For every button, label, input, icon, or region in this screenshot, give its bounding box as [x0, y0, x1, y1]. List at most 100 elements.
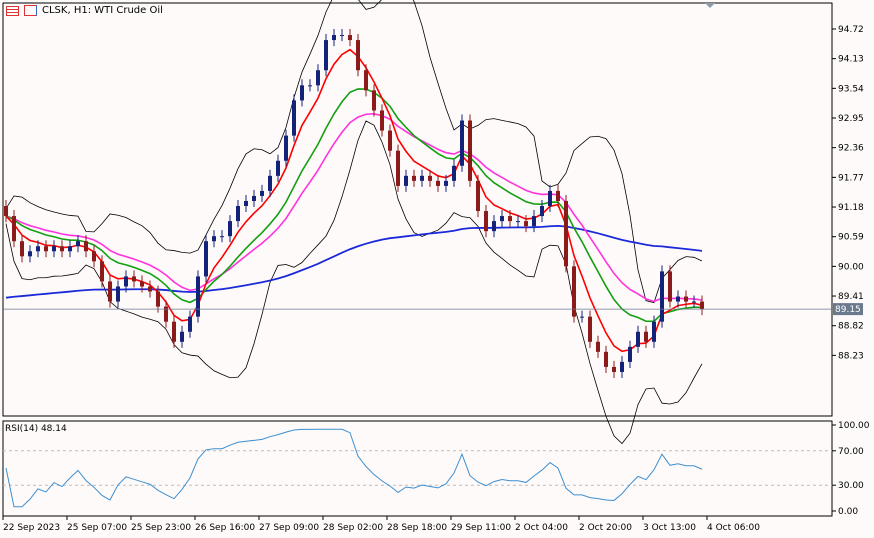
candle-bull	[532, 216, 536, 227]
candle-bull	[124, 276, 128, 287]
current-price-label: 89.15	[835, 305, 861, 315]
y-tick-label: 92.95	[838, 114, 864, 124]
rsi-y-tick-label: 30.00	[838, 481, 864, 491]
candle-bear	[100, 261, 104, 282]
candle-bull	[628, 346, 632, 362]
current-price-badge	[833, 303, 863, 316]
candle-bull	[196, 276, 200, 317]
x-tick-label: 28 Sep 18:00	[387, 523, 447, 533]
candle-bear	[364, 70, 368, 91]
candle-bull	[460, 120, 464, 166]
candle-bear	[436, 180, 440, 186]
candle-bear	[596, 341, 600, 352]
ma-magenta-line	[5, 113, 703, 303]
candle-bull	[188, 316, 192, 332]
candle-bear	[700, 301, 704, 310]
candle-bear	[92, 251, 96, 262]
candle-bull	[404, 175, 408, 186]
candle-bull	[252, 195, 256, 201]
candle-bull	[204, 241, 208, 277]
candle-bear	[476, 180, 480, 212]
candle-bull	[636, 331, 640, 347]
candle-bear	[60, 246, 64, 252]
x-tick-label: 2 Oct 04:00	[515, 523, 568, 533]
candle-bull	[284, 135, 288, 161]
x-tick-label: 4 Oct 06:00	[707, 523, 760, 533]
candle-bull	[516, 221, 520, 223]
candle-bull	[244, 200, 248, 207]
candle-bear	[612, 366, 616, 372]
rsi-y-tick-label: 0.00	[838, 507, 858, 517]
candle-bull	[180, 331, 184, 342]
candle-bull	[116, 286, 120, 302]
candle-bear	[572, 266, 576, 317]
list-icon[interactable]	[6, 5, 19, 16]
candle-bear	[372, 90, 376, 111]
shift-marker-icon	[705, 3, 715, 8]
candle-bear	[132, 276, 136, 282]
main-plot-frame	[2, 2, 833, 417]
rsi-y-tick-label: 70.00	[838, 447, 864, 457]
candle-bull	[540, 206, 544, 217]
y-tick-label: 94.72	[838, 25, 864, 35]
y-tick-label: 88.82	[838, 322, 864, 332]
candle-bull	[76, 241, 80, 247]
x-tick-label: 28 Sep 02:00	[323, 523, 383, 533]
chart-header: CLSK, H1: WTI Crude Oil	[6, 5, 163, 16]
y-tick-label: 88.23	[838, 351, 864, 361]
candle-bear	[524, 221, 528, 227]
candle-bull	[52, 246, 56, 252]
candle-bear	[12, 216, 16, 242]
candle-bull	[332, 35, 336, 41]
candle-bear	[148, 286, 152, 292]
candle-bull	[68, 246, 72, 252]
ma-red-line	[5, 48, 703, 353]
candle-bear	[428, 175, 432, 181]
candle-bull	[28, 251, 32, 257]
candle-bull	[236, 206, 240, 222]
candle-bear	[396, 150, 400, 186]
candle-bull	[268, 175, 272, 191]
y-tick-label: 94.13	[838, 55, 864, 65]
candle-bull	[452, 165, 456, 181]
x-tick-label: 25 Sep 23:00	[131, 523, 191, 533]
y-tick-label: 92.36	[838, 144, 864, 154]
candle-bull	[340, 35, 344, 37]
y-tick-label: 91.77	[838, 173, 864, 183]
x-tick-label: 3 Oct 13:00	[643, 523, 696, 533]
x-tick-label: 25 Sep 07:00	[67, 523, 127, 533]
x-tick-label: 2 Oct 20:00	[579, 523, 632, 533]
candle-bear	[140, 281, 144, 287]
y-tick-label: 91.18	[838, 203, 864, 213]
symbol-icon[interactable]	[24, 5, 37, 16]
candle-bear	[484, 211, 488, 232]
candle-bear	[356, 40, 360, 71]
rsi-y-tick-label: 100.00	[838, 421, 870, 431]
bollinger-lower	[5, 120, 703, 445]
candle-bull	[220, 236, 224, 238]
candle-bull	[660, 271, 664, 322]
candle-bear	[412, 175, 416, 181]
candle-bull	[308, 85, 312, 87]
candle-bull	[580, 316, 584, 318]
candle-bear	[564, 200, 568, 267]
x-tick-label: 26 Sep 16:00	[195, 523, 255, 533]
candle-bear	[164, 306, 168, 322]
y-tick-label: 89.41	[838, 292, 864, 302]
rsi-line	[5, 428, 703, 508]
y-tick-label: 90.59	[838, 233, 864, 243]
candle-bull	[324, 40, 328, 71]
candle-bull	[500, 216, 504, 222]
candle-bull	[420, 175, 424, 181]
candle-bear	[604, 351, 608, 367]
ma-green-line	[5, 88, 703, 323]
rsi-label: RSI(14) 48.14	[5, 424, 67, 434]
candle-bull	[300, 85, 304, 101]
candle-bear	[388, 130, 392, 151]
candle-bull	[620, 361, 624, 372]
y-tick-label: 90.00	[838, 262, 864, 272]
candle-bear	[468, 120, 472, 181]
candle-bull	[444, 180, 448, 186]
candle-bear	[84, 241, 88, 252]
